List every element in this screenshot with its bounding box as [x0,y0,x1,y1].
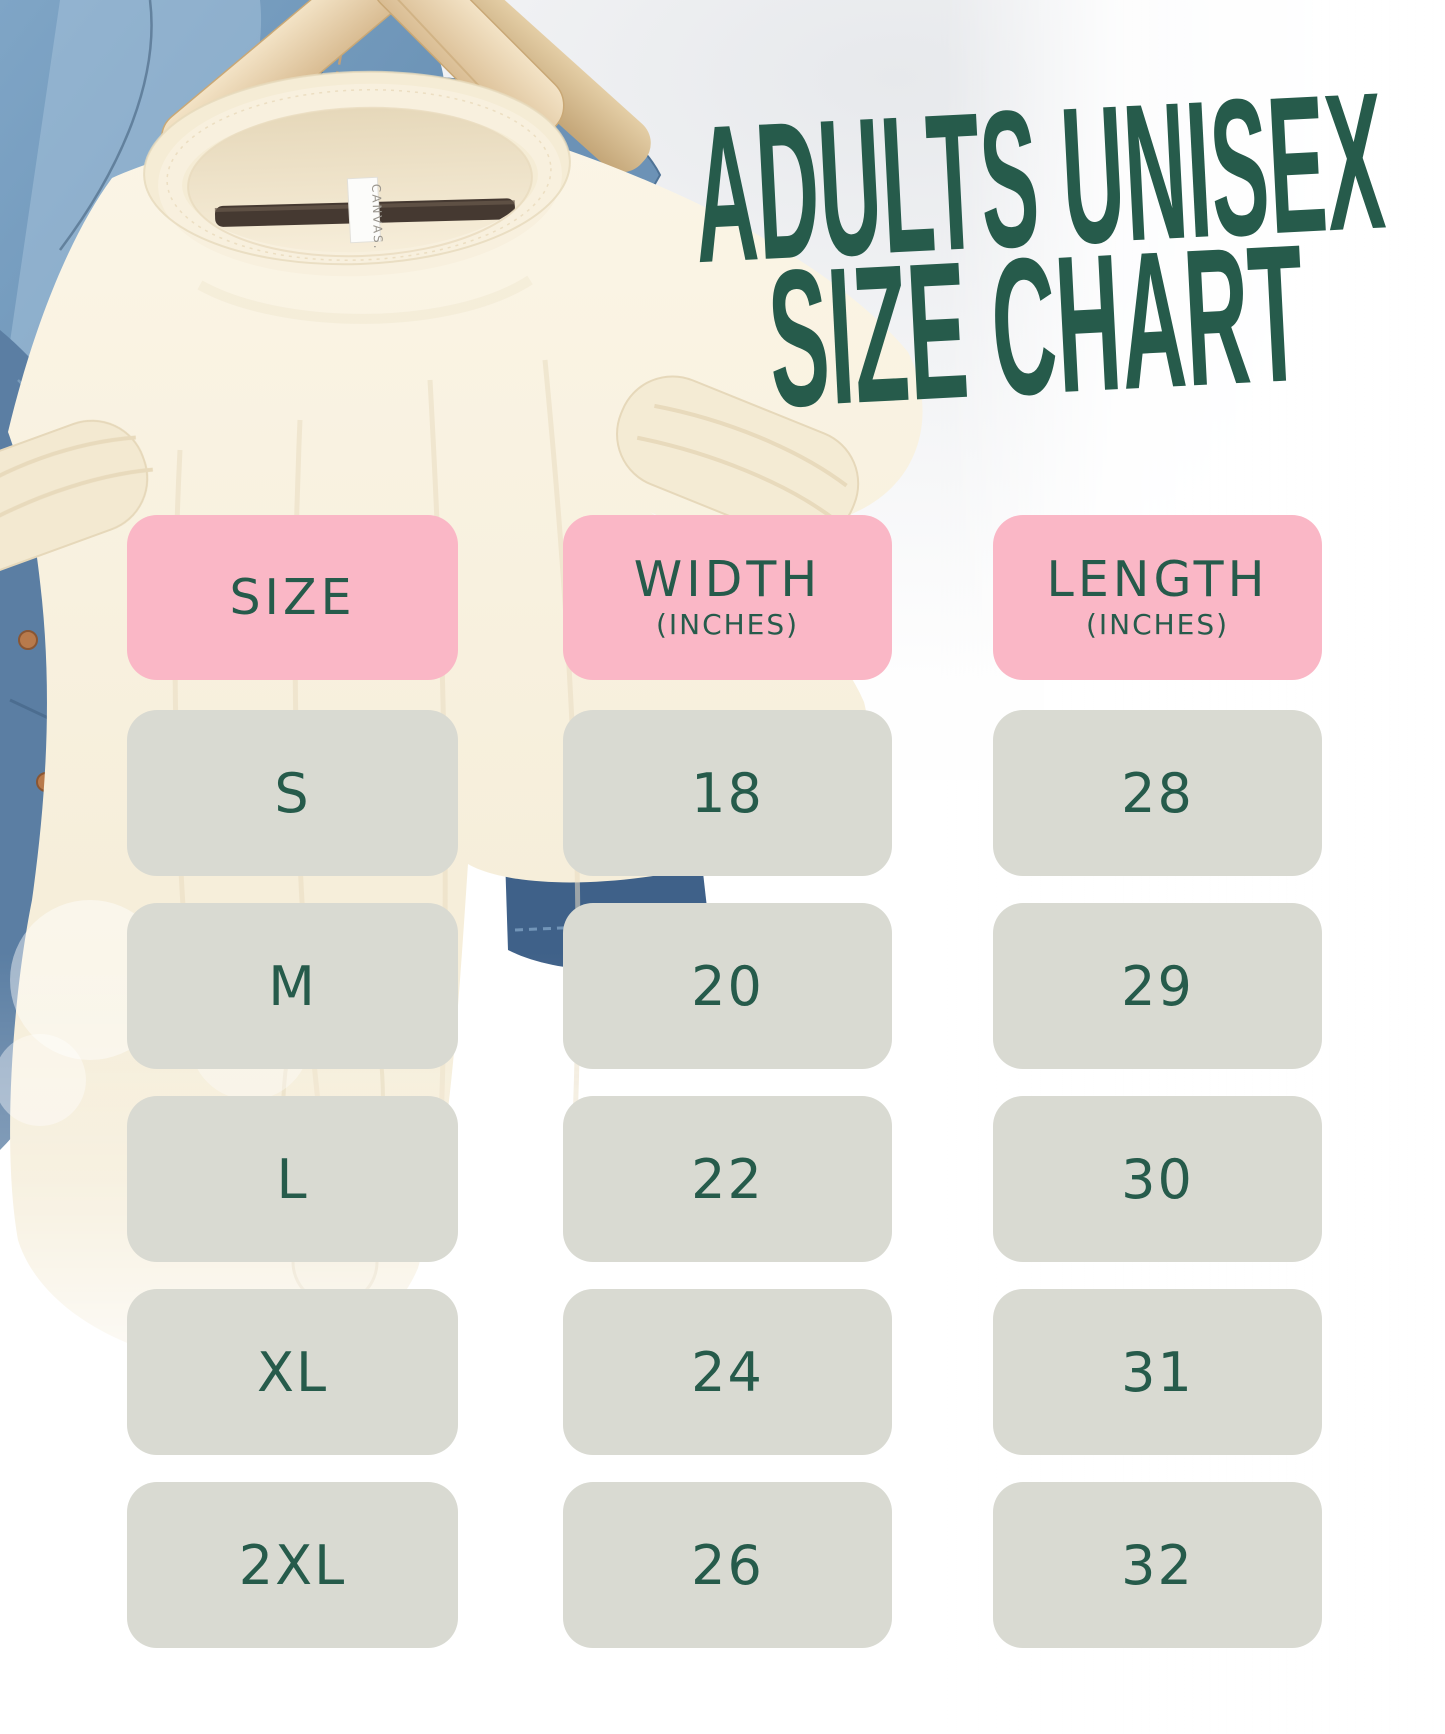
width-cell-m: 20 [563,903,892,1069]
size-cell-s: S [127,710,458,876]
title-line1: ADULTS UNISEX [689,52,1389,305]
width-column: WIDTH (INCHES) 18 20 22 24 26 [563,515,892,1675]
shirt-label-text: CANVAS. [369,184,385,251]
length-cell-s: 28 [993,710,1322,876]
width-cell-2xl: 26 [563,1482,892,1648]
width-cell-s: 18 [563,710,892,876]
title-line2: SIZE CHART [764,204,1309,449]
column-header-sublabel: (INCHES) [655,608,800,642]
header-cell-size: SIZE [127,515,458,680]
size-cell-m: M [127,903,458,1069]
size-cell-2xl: 2XL [127,1482,458,1648]
shirt-collar: CANVAS. [143,70,571,277]
header-cell-length: LENGTH (INCHES) [993,515,1322,680]
width-cell-l: 22 [563,1096,892,1262]
length-cell-2xl: 32 [993,1482,1322,1648]
length-cell-m: 29 [993,903,1322,1069]
length-cell-xl: 31 [993,1289,1322,1455]
length-column: LENGTH (INCHES) 28 29 30 31 32 [993,515,1322,1675]
length-cell-l: 30 [993,1096,1322,1262]
size-column: SIZE S M L XL 2XL [127,515,458,1675]
column-header-label: LENGTH [1046,550,1269,608]
column-header-sublabel: (INCHES) [1085,608,1230,642]
page-title: ADULTS UNISEX SIZE CHART [689,52,1389,449]
column-header-label: SIZE [229,568,356,626]
column-header-label: WIDTH [633,550,822,608]
size-cell-xl: XL [127,1289,458,1455]
size-cell-l: L [127,1096,458,1262]
header-cell-width: WIDTH (INCHES) [563,515,892,680]
shirt-neck-label: CANVAS. [346,176,385,251]
width-cell-xl: 24 [563,1289,892,1455]
